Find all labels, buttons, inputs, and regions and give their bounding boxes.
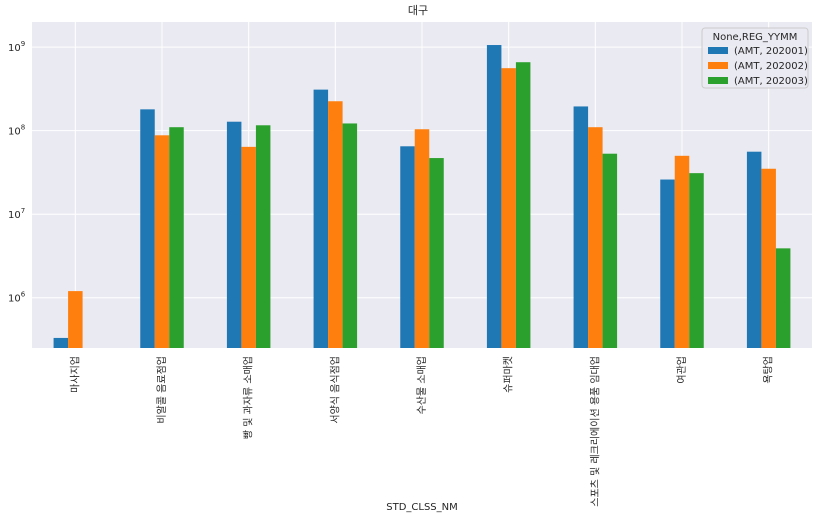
x-tick-label: 슈퍼마켓 xyxy=(503,356,515,393)
y-tick-exponent: 8 xyxy=(21,124,25,132)
bar xyxy=(573,106,589,348)
legend: None,REG_YYMM (AMT, 202001) (AMT, 202002) (… xyxy=(701,27,809,89)
x-tick-label: 마사지업 xyxy=(68,356,81,393)
x-tick-label: 서양식 음식점업 xyxy=(328,356,341,424)
bar xyxy=(255,125,271,349)
y-tick-base: 10 xyxy=(8,294,21,305)
y-tick-base: 10 xyxy=(8,127,21,138)
x-axis-label: STD_CLSS_NM xyxy=(386,502,458,513)
x-tick-label: 수산물 소매업 xyxy=(415,356,428,414)
bar xyxy=(689,173,704,348)
bar xyxy=(400,146,415,348)
y-tick-base: 10 xyxy=(8,43,21,54)
bars xyxy=(53,45,791,349)
bar xyxy=(746,151,762,348)
legend-swatch xyxy=(708,62,728,69)
y-tick-exponent: 9 xyxy=(21,40,25,48)
bar xyxy=(414,129,430,348)
bar xyxy=(660,179,675,348)
bar xyxy=(674,155,690,348)
x-tick-label: 빵 및 과자류 소매업 xyxy=(242,356,255,439)
chart-title: 대구 xyxy=(408,4,428,17)
bar xyxy=(140,109,155,348)
bar xyxy=(486,45,502,348)
bar xyxy=(602,153,618,348)
bar xyxy=(342,123,358,348)
bar xyxy=(328,101,343,348)
bar xyxy=(68,291,83,348)
legend-box xyxy=(701,27,809,89)
bar xyxy=(761,168,776,348)
x-tick-label: 스포츠 및 레크리에이션 용품 임대업 xyxy=(588,356,601,507)
legend-swatch xyxy=(708,47,728,54)
bar xyxy=(154,135,170,348)
legend-entry-label: (AMT, 202003) xyxy=(734,76,808,87)
y-tick-label: 108 xyxy=(8,124,25,138)
x-tick-label: 욕탕업 xyxy=(762,356,775,384)
x-tick-label: 여관업 xyxy=(675,356,688,384)
bar xyxy=(226,121,242,349)
x-tick-label: 비알콜 음료점업 xyxy=(155,356,168,424)
bar xyxy=(775,248,791,348)
bar xyxy=(241,146,256,348)
bar xyxy=(501,68,516,349)
legend-entry-label: (AMT, 202002) xyxy=(734,61,808,72)
legend-swatch xyxy=(708,77,728,84)
bar xyxy=(515,62,531,349)
y-tick-label: 107 xyxy=(8,207,25,221)
x-axis: 마사지업 비알콜 음료점업 빵 및 과자류 소매업 서양식 음식점업 수산물 소매업 슈퍼… xyxy=(68,356,774,507)
bar xyxy=(588,127,603,348)
bar xyxy=(53,337,69,348)
y-tick-base: 10 xyxy=(8,210,21,221)
bar xyxy=(169,127,184,348)
y-tick-exponent: 6 xyxy=(21,291,26,299)
y-tick-exponent: 7 xyxy=(21,207,25,215)
legend-entry-label: (AMT, 202001) xyxy=(734,46,808,57)
legend-title: None,REG_YYMM xyxy=(713,32,798,43)
bar xyxy=(429,158,444,348)
y-tick-label: 106 xyxy=(8,291,26,305)
y-tick-label: 109 xyxy=(8,40,25,54)
bar xyxy=(313,89,329,348)
